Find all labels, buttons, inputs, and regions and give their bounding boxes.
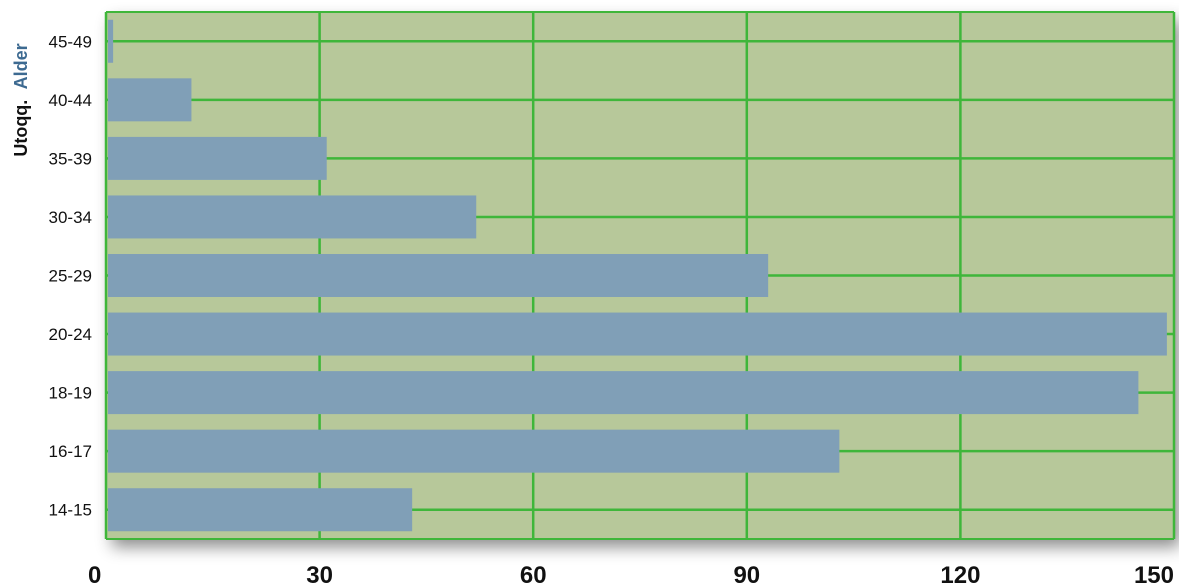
category-label-18-19: 18-19: [49, 384, 92, 403]
bar-20-24: [108, 312, 1167, 356]
category-label-35-39: 35-39: [49, 149, 92, 168]
bar-45-49: [108, 19, 114, 63]
category-label-45-49: 45-49: [49, 32, 92, 51]
bars: [108, 19, 1167, 532]
bar-35-39: [108, 136, 327, 180]
x-tick-label-60: 60: [520, 562, 547, 588]
y-axis-label-part1: Utoqq.: [11, 100, 31, 157]
y-axis-label-part2: Alder: [11, 43, 31, 89]
category-label-25-29: 25-29: [49, 267, 92, 286]
bar-14-15: [108, 488, 413, 532]
x-tick-labels: 0 30 60 90 120 150: [88, 562, 1174, 588]
y-axis-label: Utoqq. Alder: [11, 43, 31, 156]
x-tick-label-120: 120: [940, 562, 980, 588]
x-tick-label-30: 30: [306, 562, 333, 588]
bar-30-34: [108, 195, 477, 239]
category-label-40-44: 40-44: [49, 91, 92, 110]
category-label-14-15: 14-15: [49, 501, 92, 520]
category-label-16-17: 16-17: [49, 442, 92, 461]
x-tick-label-150: 150: [1134, 562, 1174, 588]
bar-25-29: [108, 254, 769, 297]
category-label-20-24: 20-24: [49, 325, 92, 344]
category-labels: 14-15 16-17 18-19 20-24 25-29 30-34 35-39 40-44…: [49, 32, 92, 519]
bar-16-17: [108, 429, 840, 473]
x-tick-label-0: 0: [88, 562, 101, 588]
x-tick-label-90: 90: [733, 562, 760, 588]
bar-40-44: [108, 78, 192, 122]
bar-18-19: [108, 371, 1139, 415]
category-label-30-34: 30-34: [49, 208, 92, 227]
